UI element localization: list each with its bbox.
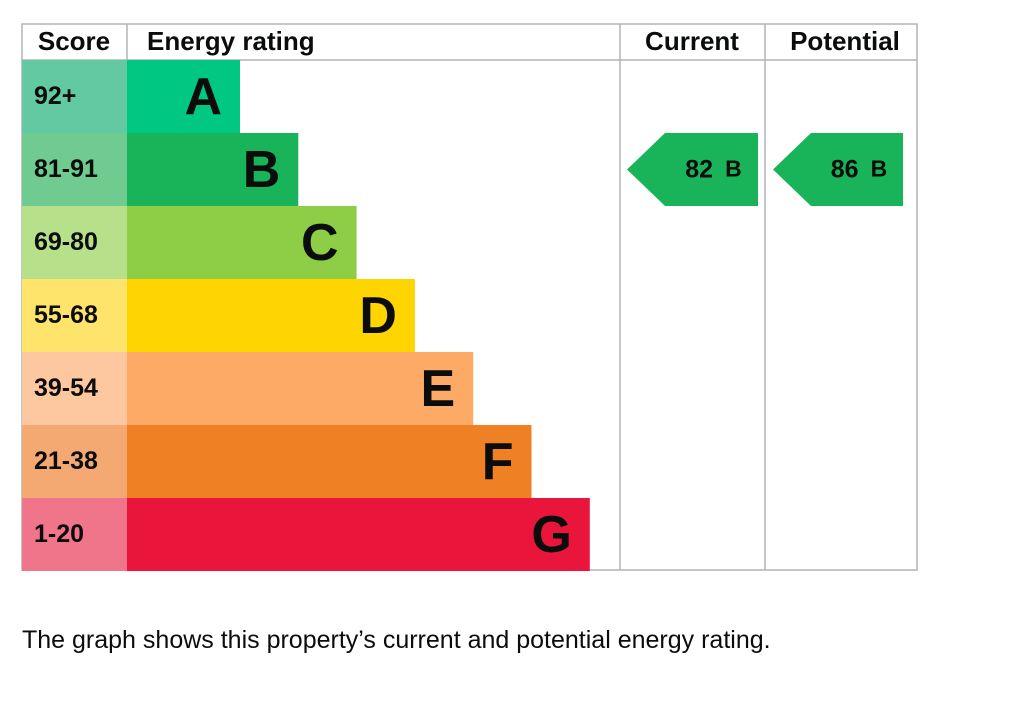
score-label: 69-80 xyxy=(34,228,98,256)
band-letter: B xyxy=(243,141,281,199)
epc-chart: Score Energy rating Current Potential 92… xyxy=(21,23,918,571)
header-current: Current xyxy=(645,26,739,56)
score-cell xyxy=(22,425,127,498)
current-rating: 82 B xyxy=(685,155,741,183)
current-band: B xyxy=(725,156,742,182)
rating-bar xyxy=(127,60,240,133)
score-cell xyxy=(22,498,127,571)
rating-bar xyxy=(127,279,415,352)
band-letter: A xyxy=(184,68,222,126)
potential-value: 86 xyxy=(831,155,859,183)
band-letter: C xyxy=(301,214,339,272)
header-score: Score xyxy=(38,26,110,56)
score-cell xyxy=(22,133,127,206)
rating-bar xyxy=(127,498,590,571)
score-label: 92+ xyxy=(34,82,76,110)
score-label: 39-54 xyxy=(34,374,98,402)
score-cell xyxy=(22,60,127,133)
score-cell xyxy=(22,352,127,425)
potential-rating: 86 B xyxy=(831,155,887,183)
caption: The graph shows this property’s current … xyxy=(22,626,771,654)
potential-band: B xyxy=(871,156,888,182)
rating-bar xyxy=(127,352,474,425)
score-label: 81-91 xyxy=(34,155,98,183)
rating-bar xyxy=(127,133,299,206)
rating-bar xyxy=(127,206,357,279)
current-value: 82 xyxy=(685,155,713,183)
score-label: 1-20 xyxy=(34,520,84,548)
score-cell xyxy=(22,279,127,352)
band-letter: E xyxy=(421,360,456,418)
rating-bar xyxy=(127,425,532,498)
current-arrow xyxy=(627,133,758,206)
potential-arrow xyxy=(773,133,903,206)
band-letter: D xyxy=(359,287,397,345)
header-rating: Energy rating xyxy=(147,26,315,56)
header-potential: Potential xyxy=(790,26,900,56)
band-letter: F xyxy=(482,433,514,491)
band-letter: G xyxy=(531,506,571,564)
score-label: 21-38 xyxy=(34,447,98,475)
score-label: 55-68 xyxy=(34,301,98,329)
score-cell xyxy=(22,206,127,279)
